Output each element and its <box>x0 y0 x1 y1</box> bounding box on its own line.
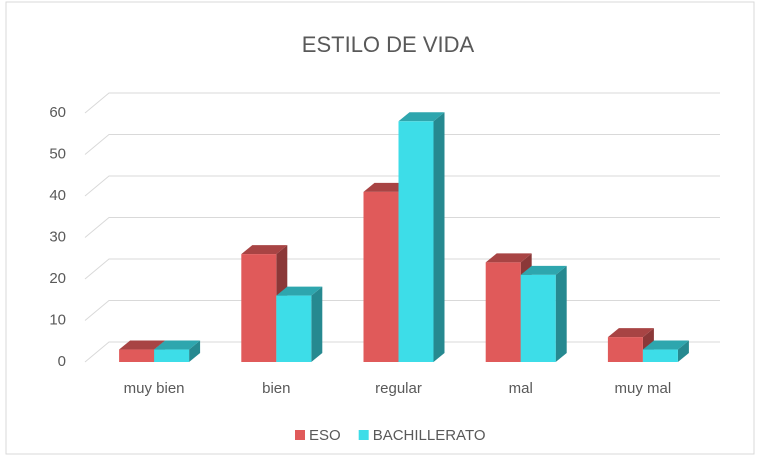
bar <box>154 340 201 362</box>
grid-line <box>84 175 720 197</box>
bar-front <box>607 337 643 362</box>
bar-front <box>485 262 521 362</box>
bar-top <box>241 245 288 255</box>
y-tick-label: 40 <box>49 187 66 204</box>
y-tick-label: 0 <box>58 353 66 370</box>
bar-top <box>607 328 654 338</box>
grid-line <box>84 134 720 155</box>
bar-top <box>485 253 532 263</box>
bar-front <box>363 191 399 362</box>
bar-side <box>433 112 445 362</box>
bar-front <box>241 254 277 362</box>
bar-top <box>119 340 166 350</box>
y-tick-label: 50 <box>49 145 66 162</box>
bar-top <box>642 340 689 350</box>
bar <box>520 265 567 362</box>
legend-swatch <box>358 430 369 440</box>
bar-top <box>154 340 201 350</box>
y-tick-label: 10 <box>49 311 66 328</box>
bar-front <box>154 349 190 362</box>
x-tick-label: muy bien <box>124 380 185 397</box>
bar-side <box>555 265 567 362</box>
grid-line <box>84 92 720 114</box>
y-tick-label: 30 <box>49 228 66 245</box>
bar-top <box>520 265 567 275</box>
bar-top <box>363 182 410 192</box>
legend-label: BACHILLERATO <box>373 427 486 444</box>
bar-top <box>276 286 323 296</box>
bar-side <box>677 340 689 362</box>
x-tick-label: regular <box>375 380 422 397</box>
bar-side <box>311 286 323 362</box>
bar-top <box>398 112 445 122</box>
bar <box>642 340 689 362</box>
bar <box>398 112 445 362</box>
bar-front <box>119 349 155 362</box>
x-tick-label: mal <box>509 380 533 397</box>
bar-side <box>189 340 201 362</box>
legend-swatch <box>295 430 305 440</box>
grid-line <box>84 217 720 238</box>
bar-front <box>276 295 312 362</box>
bar <box>276 286 323 362</box>
x-tick-label: bien <box>262 380 290 397</box>
y-tick-label: 60 <box>49 104 66 121</box>
x-tick-label: muy mal <box>615 380 672 397</box>
y-tick-label: 20 <box>49 270 66 287</box>
bar-front <box>398 121 434 362</box>
legend-label: ESO <box>309 427 341 444</box>
bar-front <box>520 274 556 362</box>
chart-title: ESTILO DE VIDA <box>302 32 475 57</box>
bar-front <box>642 349 678 362</box>
